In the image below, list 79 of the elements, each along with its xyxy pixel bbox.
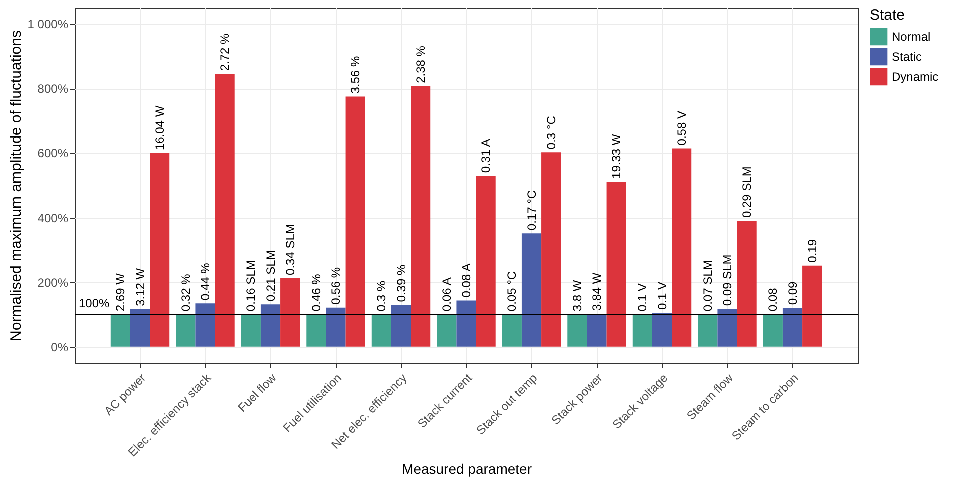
annotation: 2.38 % xyxy=(414,46,428,84)
annotation: 0.3 % xyxy=(374,280,389,312)
bar xyxy=(306,314,326,347)
bar xyxy=(672,148,692,347)
bar xyxy=(130,309,150,347)
bar xyxy=(502,314,522,347)
annotation: 0.17 °C xyxy=(524,190,539,231)
legend-label: Normal xyxy=(892,30,931,44)
annotation: 3.8 W xyxy=(570,280,584,312)
y-axis-title: Normalised maximum amplitude of fluctuations xyxy=(8,30,25,342)
annotation: 0.34 SLM xyxy=(283,224,298,276)
annotation: 0.08 xyxy=(766,288,780,312)
annotation: 0.21 SLM xyxy=(264,250,278,302)
legend-label: Dynamic xyxy=(892,70,939,84)
annotation: 2.69 W xyxy=(114,272,128,312)
x-axis-title: Measured parameter xyxy=(402,460,532,477)
bar xyxy=(763,314,783,347)
annotation: 0.19 xyxy=(805,239,820,263)
bar xyxy=(737,221,757,347)
annotation: 3.84 W xyxy=(590,272,604,311)
bar xyxy=(652,312,672,347)
bar xyxy=(372,314,392,347)
bar xyxy=(110,314,130,347)
y-tick-label: 0% xyxy=(51,340,69,354)
bar xyxy=(326,308,346,347)
annotation: 0.05 °C xyxy=(505,271,520,312)
bar xyxy=(476,176,496,347)
annotation: 0.09 xyxy=(786,281,800,306)
annotation: 0.07 SLM xyxy=(700,260,715,312)
bar xyxy=(215,74,235,347)
annotation: 0.06 A xyxy=(440,278,454,312)
ref-line-label: 100% xyxy=(79,296,110,311)
bar xyxy=(568,314,588,347)
bar xyxy=(698,314,718,347)
annotation: 0.08 A xyxy=(460,264,474,298)
legend-label: Static xyxy=(892,50,922,64)
annotation: 0.16 SLM xyxy=(244,260,258,312)
annotation: 19.33 W xyxy=(610,134,624,179)
bar xyxy=(587,314,607,347)
annotation: 2.72 % xyxy=(218,33,232,72)
annotation: 0.3 °C xyxy=(544,116,558,150)
annotation: 16.04 W xyxy=(152,105,167,151)
y-tick-label: 800% xyxy=(38,82,69,96)
bar xyxy=(280,278,300,347)
bar xyxy=(782,308,803,347)
annotation: 0.29 SLM xyxy=(740,166,754,218)
annotation: 0.1 V xyxy=(655,282,670,310)
y-tick-label: 600% xyxy=(38,146,69,161)
bar xyxy=(411,86,431,347)
annotation: 0.1 V xyxy=(636,284,650,312)
annotation: 0.31 A xyxy=(479,139,494,174)
annotation: 3.56 % xyxy=(348,56,363,94)
bar xyxy=(150,154,170,347)
annotation: 0.58 V xyxy=(674,111,689,146)
bar xyxy=(802,266,822,347)
bar xyxy=(542,152,562,347)
annotation: 0.32 % xyxy=(178,274,193,312)
y-tick-label: 400% xyxy=(38,211,69,226)
annotation: 0.56 % xyxy=(329,267,343,305)
bar xyxy=(437,314,457,347)
bar xyxy=(260,304,281,347)
bar xyxy=(346,96,366,347)
bar xyxy=(391,305,412,347)
y-tick-label: 200% xyxy=(38,276,69,290)
bar xyxy=(456,300,476,347)
y-tick-label: 1 000% xyxy=(28,18,69,32)
bar xyxy=(196,304,216,347)
legend-title: State xyxy=(870,7,906,24)
annotation: 0.39 % xyxy=(394,264,408,302)
annotation: 0.09 SLM xyxy=(720,254,734,306)
bar xyxy=(241,314,261,347)
bar xyxy=(718,309,738,347)
bar xyxy=(176,314,196,347)
annotation: 3.12 W xyxy=(133,268,148,306)
annotation: 0.46 % xyxy=(309,274,324,312)
bar xyxy=(606,182,626,347)
bar xyxy=(632,314,652,347)
bar xyxy=(522,234,542,347)
annotation: 0.44 % xyxy=(198,262,212,301)
